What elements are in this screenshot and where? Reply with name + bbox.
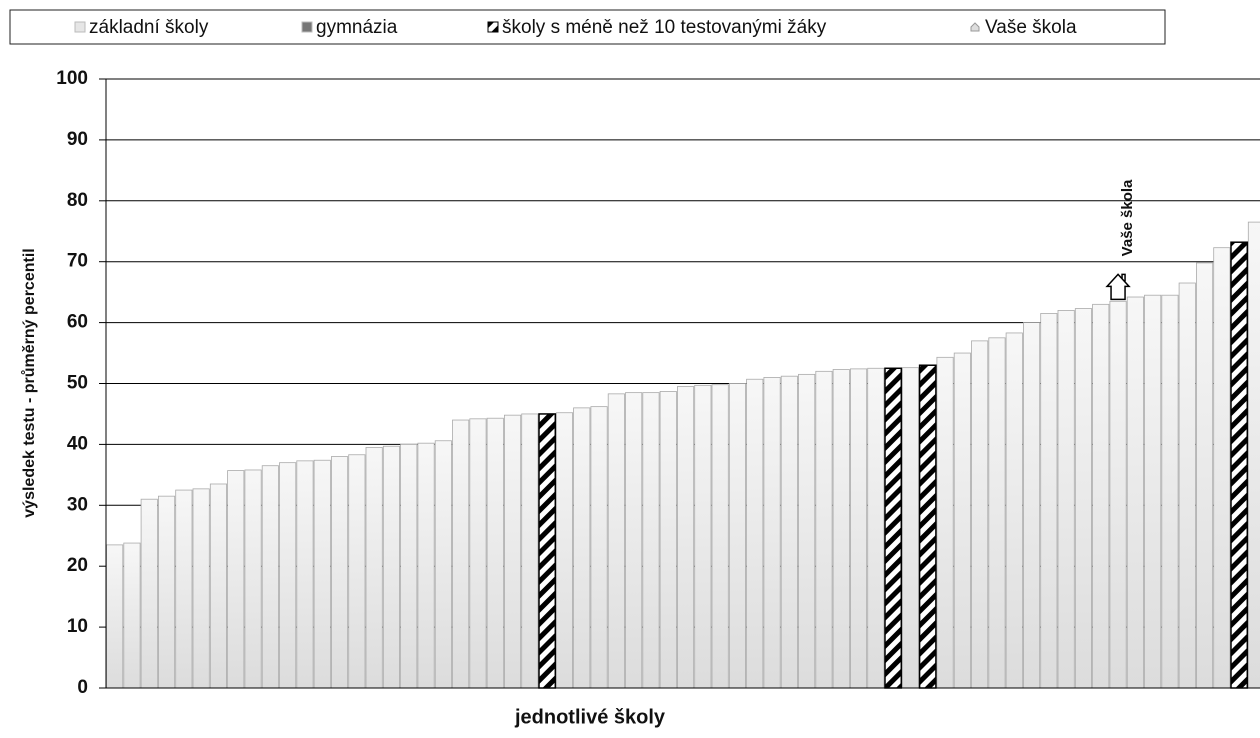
bar	[452, 419, 470, 689]
bar	[382, 445, 400, 689]
bar	[832, 369, 850, 689]
bar	[1247, 221, 1260, 689]
bar	[953, 352, 971, 689]
bar	[590, 406, 608, 689]
bar	[279, 462, 297, 689]
y-tick-label: 50	[67, 373, 88, 394]
bar	[746, 378, 764, 689]
bar	[330, 456, 349, 689]
y-tick-label: 30	[67, 494, 88, 515]
bar	[1005, 332, 1023, 689]
bar	[763, 377, 781, 689]
bar	[106, 544, 124, 689]
y-tick-label: 0	[77, 677, 88, 698]
bar	[1109, 300, 1127, 689]
bar	[175, 489, 193, 689]
bar	[815, 370, 833, 689]
bar	[884, 367, 903, 689]
bar	[365, 447, 383, 689]
bar	[157, 495, 176, 689]
bar	[538, 413, 557, 689]
school-marker	[1105, 273, 1131, 301]
bar	[1023, 322, 1041, 689]
bar	[296, 460, 314, 689]
y-tick-label: 100	[56, 68, 88, 89]
bar	[918, 364, 937, 689]
legend-icon	[970, 22, 980, 32]
legend-icon	[487, 21, 499, 33]
bar	[434, 440, 452, 689]
bar	[140, 498, 158, 689]
bar	[988, 337, 1006, 689]
bar	[521, 413, 539, 689]
bar	[486, 417, 504, 689]
bar	[1057, 310, 1075, 689]
bar	[573, 407, 591, 689]
bar	[1126, 296, 1144, 689]
bar	[901, 367, 919, 689]
bar	[936, 356, 954, 689]
y-tick-label: 70	[67, 251, 88, 272]
legend-label: Vaše škola	[985, 17, 1077, 38]
bar	[503, 414, 522, 689]
bar	[728, 383, 746, 689]
bar	[798, 373, 816, 689]
bar	[780, 375, 798, 689]
bar	[348, 454, 366, 689]
x-axis-label: jednotlivé školy	[514, 706, 666, 728]
bar	[971, 340, 989, 689]
legend-icon	[74, 21, 86, 33]
bar	[867, 367, 885, 689]
legend-label: základní školy	[89, 17, 209, 38]
legend-label: školy s méně než 10 testovanými žáky	[502, 17, 827, 38]
bar	[417, 442, 435, 689]
bar	[1161, 294, 1179, 689]
bar	[625, 392, 643, 689]
bar	[261, 465, 279, 689]
bar	[1178, 282, 1196, 689]
bar	[659, 391, 677, 689]
bar	[850, 368, 868, 689]
bar	[711, 384, 729, 689]
bar	[607, 393, 625, 689]
legend-label: gymnázia	[316, 17, 398, 38]
bar	[694, 384, 712, 689]
bar	[313, 459, 331, 689]
bar	[1092, 303, 1110, 689]
y-tick-label: 60	[67, 312, 88, 333]
bar	[469, 418, 487, 689]
bar	[244, 469, 262, 689]
bar	[555, 412, 573, 689]
bar	[1196, 262, 1214, 689]
annotation: Vaše škola	[1119, 179, 1136, 256]
y-tick-label: 80	[67, 190, 88, 211]
bar	[1213, 247, 1231, 689]
bar	[123, 542, 141, 689]
bar	[1040, 313, 1058, 689]
bar	[677, 386, 695, 689]
bar	[227, 470, 245, 689]
y-axis-label: výsledek testu - průměrný percentil	[21, 248, 38, 517]
y-tick-label: 40	[67, 433, 88, 454]
bar	[192, 488, 210, 689]
bar	[1144, 294, 1162, 689]
y-tick-label: 90	[67, 129, 88, 150]
y-tick-label: 20	[67, 555, 88, 576]
bar	[1074, 308, 1093, 689]
bar	[642, 392, 660, 689]
bar	[1230, 241, 1249, 689]
bar	[400, 443, 418, 689]
legend-icon	[301, 21, 313, 33]
bar	[209, 483, 228, 689]
y-tick-label: 10	[67, 616, 88, 637]
